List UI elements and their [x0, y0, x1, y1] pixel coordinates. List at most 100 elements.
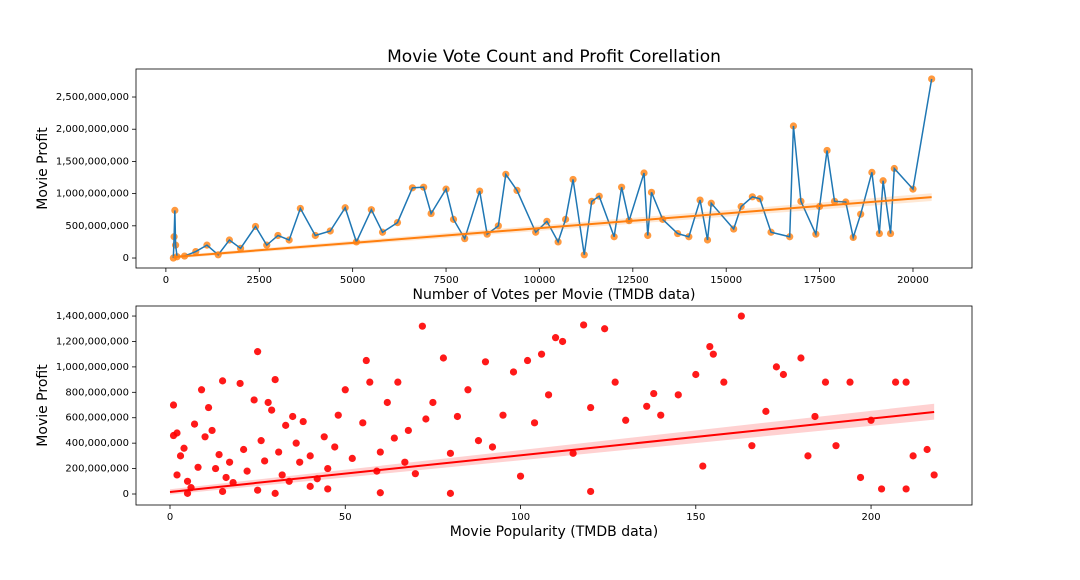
data-point — [706, 342, 714, 351]
y-tick-label: 2,500,000,000 — [56, 92, 129, 103]
data-point — [439, 354, 448, 362]
data-point — [257, 437, 265, 445]
y-axis-label: Movie Profit — [35, 127, 51, 210]
data-point — [299, 417, 307, 426]
data-point — [580, 321, 588, 329]
data-point — [587, 487, 595, 496]
plot-frame — [135, 68, 973, 269]
data-point — [173, 429, 181, 437]
data-point — [201, 433, 209, 441]
data-point — [275, 448, 283, 456]
trend-line — [169, 411, 935, 493]
data-point — [720, 378, 728, 386]
data-point — [601, 325, 609, 333]
x-tick-label: 0 — [167, 512, 173, 523]
data-point — [523, 356, 532, 365]
data-point — [362, 356, 370, 365]
data-point — [296, 458, 304, 466]
data-point — [411, 470, 419, 478]
data-point — [341, 386, 349, 394]
x-tick-label: 7500 — [433, 275, 458, 286]
data-point — [516, 472, 525, 480]
data-point — [544, 391, 553, 399]
data-point — [194, 463, 202, 471]
data-point — [376, 448, 384, 456]
x-axis-label: Number of Votes per Movie (TMDB data) — [412, 287, 695, 303]
data-point — [306, 452, 314, 460]
data-point — [254, 348, 262, 356]
y-tick-label: 0 — [123, 253, 129, 264]
data-point — [877, 485, 886, 493]
x-tick-label: 200 — [862, 512, 881, 523]
data-point — [481, 358, 490, 366]
data-point — [446, 489, 455, 497]
data-point — [225, 458, 234, 466]
y-tick-label: 400,000,000 — [65, 438, 129, 449]
data-point — [909, 452, 917, 460]
x-tick-label: 50 — [339, 512, 352, 523]
data-point — [292, 439, 300, 447]
x-axis-label: Movie Popularity (TMDB data) — [450, 524, 658, 540]
data-point — [537, 350, 546, 358]
data-point — [551, 334, 560, 342]
data-point — [779, 370, 788, 379]
data-point — [699, 462, 707, 470]
data-point — [453, 412, 462, 421]
data-point — [190, 420, 199, 428]
x-tick-label: 100 — [511, 512, 530, 523]
data-point — [530, 419, 539, 427]
data-point — [264, 398, 272, 407]
data-point — [236, 379, 244, 388]
data-point — [334, 411, 342, 419]
y-tick-label: 800,000,000 — [65, 387, 129, 398]
data-point — [222, 473, 230, 482]
data-point — [218, 487, 227, 496]
data-point — [261, 457, 269, 465]
data-point — [383, 398, 391, 407]
data-point — [208, 426, 216, 435]
data-point — [464, 386, 472, 394]
data-point — [429, 398, 437, 407]
data-line — [172, 78, 933, 259]
data-point — [569, 449, 577, 457]
data-point — [211, 464, 220, 473]
x-tick-label: 2500 — [247, 275, 272, 286]
data-point — [306, 482, 314, 490]
x-tick-label: 5000 — [340, 275, 365, 286]
data-point — [331, 443, 339, 451]
data-point — [243, 467, 251, 475]
x-tick-label: 17500 — [804, 275, 836, 286]
trend-line — [173, 196, 932, 259]
data-point — [674, 391, 682, 399]
data-point — [611, 378, 619, 386]
data-point — [218, 377, 227, 385]
data-point — [509, 368, 518, 376]
data-point — [804, 452, 812, 460]
data-point — [215, 450, 223, 459]
data-point — [376, 489, 384, 497]
data-point — [797, 354, 805, 362]
data-point — [183, 477, 192, 485]
data-point — [324, 464, 332, 473]
data-point — [737, 312, 745, 320]
y-tick-label: 1,200,000,000 — [56, 336, 129, 347]
data-point — [320, 433, 328, 441]
data-point — [846, 378, 854, 386]
data-point — [282, 421, 290, 429]
data-point — [197, 386, 206, 394]
data-point — [558, 337, 567, 346]
data-point — [643, 402, 651, 410]
data-point — [923, 445, 931, 454]
data-point — [446, 449, 455, 457]
data-point — [240, 445, 248, 454]
data-point — [366, 378, 374, 386]
x-tick-label: 12500 — [617, 275, 649, 286]
data-point — [891, 378, 900, 386]
data-point — [762, 407, 770, 415]
data-point — [709, 350, 717, 358]
plot-frame — [135, 305, 973, 506]
x-tick-label: 20000 — [897, 275, 929, 286]
y-tick-label: 200,000,000 — [65, 464, 129, 475]
